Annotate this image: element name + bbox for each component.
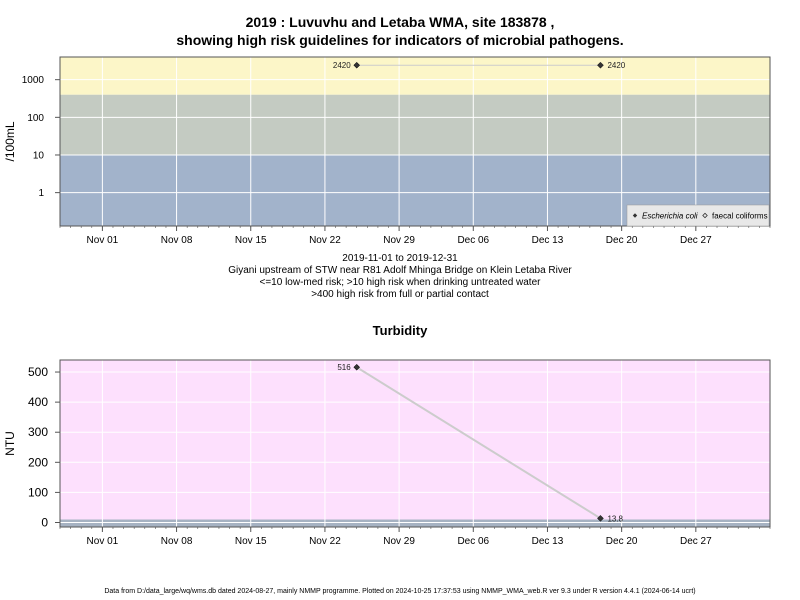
caption-risk-contact: >400 high risk from full or partial cont…: [311, 289, 489, 300]
risk-band-0-2: [60, 57, 770, 95]
plot-frame-1: [59, 359, 771, 528]
x-tick-label-1-1: Nov 08: [161, 536, 193, 547]
risk-band-1-1: [60, 360, 770, 520]
y-tick-label-1-1: 100: [28, 485, 48, 499]
legend-marker-0: [632, 213, 638, 218]
chart-title-line2: showing high risk guidelines for indicat…: [176, 32, 624, 48]
x-tick-label-1-5: Dec 06: [457, 536, 489, 547]
y-tick-label-1-4: 400: [28, 395, 48, 409]
data-point-1-0-1: [597, 514, 604, 522]
data-label-1-0-0: 516: [337, 363, 351, 372]
y-tick-label-1-5: 500: [28, 365, 48, 379]
risk-band-1-0: [60, 519, 770, 527]
y-axis-label-0: /100mL: [3, 121, 17, 161]
y-tick-label-1-0: 0: [41, 515, 48, 529]
x-tick-label-0-1: Nov 08: [161, 235, 193, 246]
y-tick-label-1-3: 300: [28, 425, 48, 439]
x-tick-label-1-8: Dec 27: [680, 536, 712, 547]
x-tick-label-0-7: Dec 20: [606, 235, 638, 246]
x-tick-label-1-2: Nov 15: [235, 536, 267, 547]
y-tick-label-0-1: 10: [33, 150, 45, 161]
series-line-1-0: [356, 366, 601, 520]
caption-site: Giyani upstream of STW near R81 Adolf Mh…: [228, 265, 572, 276]
legend-label-1: faecal coliforms: [712, 212, 768, 221]
legend-box: [626, 204, 770, 227]
legend-marker-1: [702, 212, 708, 219]
x-tick-label-1-7: Dec 20: [606, 536, 638, 547]
y-tick-label-0-2: 100: [27, 113, 44, 124]
y-tick-label-0-0: 1: [38, 188, 44, 199]
x-tick-label-0-8: Dec 27: [680, 235, 712, 246]
x-tick-label-0-6: Dec 13: [532, 235, 564, 246]
data-point-1-0-0: [353, 363, 361, 371]
x-tick-label-0-4: Nov 29: [383, 235, 415, 246]
x-tick-label-0-5: Dec 06: [457, 235, 489, 246]
caption-date-range: 2019-11-01 to 2019-12-31: [342, 253, 458, 264]
data-label-0-0-0: 2420: [333, 61, 351, 70]
y-tick-label-0-3: 1000: [22, 75, 45, 86]
x-tick-label-0-0: Nov 01: [87, 235, 119, 246]
y-tick-label-1-2: 200: [28, 455, 48, 469]
x-tick-label-0-3: Nov 22: [309, 235, 341, 246]
x-tick-label-1-0: Nov 01: [87, 536, 119, 547]
caption-risk-drinking: <=10 low-med risk; >10 high risk when dr…: [259, 277, 541, 288]
data-label-1-0-1: 13.8: [607, 514, 623, 523]
x-tick-label-1-3: Nov 22: [309, 536, 341, 547]
x-tick-label-1-4: Nov 29: [383, 536, 415, 547]
plot-frame-0: [59, 56, 771, 227]
y-axis-label-1: NTU: [3, 431, 17, 456]
data-point-0-0-0: [353, 61, 361, 69]
turbidity-title: Turbidity: [372, 323, 428, 338]
data-point-0-0-1: [597, 61, 604, 69]
x-tick-label-1-6: Dec 13: [532, 536, 564, 547]
legend-label-0: Escherichia coli: [642, 212, 698, 221]
data-label-0-0-1: 2420: [607, 61, 625, 70]
chart-title-line1: 2019 : Luvuvhu and Letaba WMA, site 1838…: [245, 14, 555, 30]
risk-band-0-1: [60, 94, 770, 155]
footer-note: Data from D:/data_large/wq/wms.db dated …: [104, 588, 696, 595]
x-tick-label-0-2: Nov 15: [235, 235, 267, 246]
